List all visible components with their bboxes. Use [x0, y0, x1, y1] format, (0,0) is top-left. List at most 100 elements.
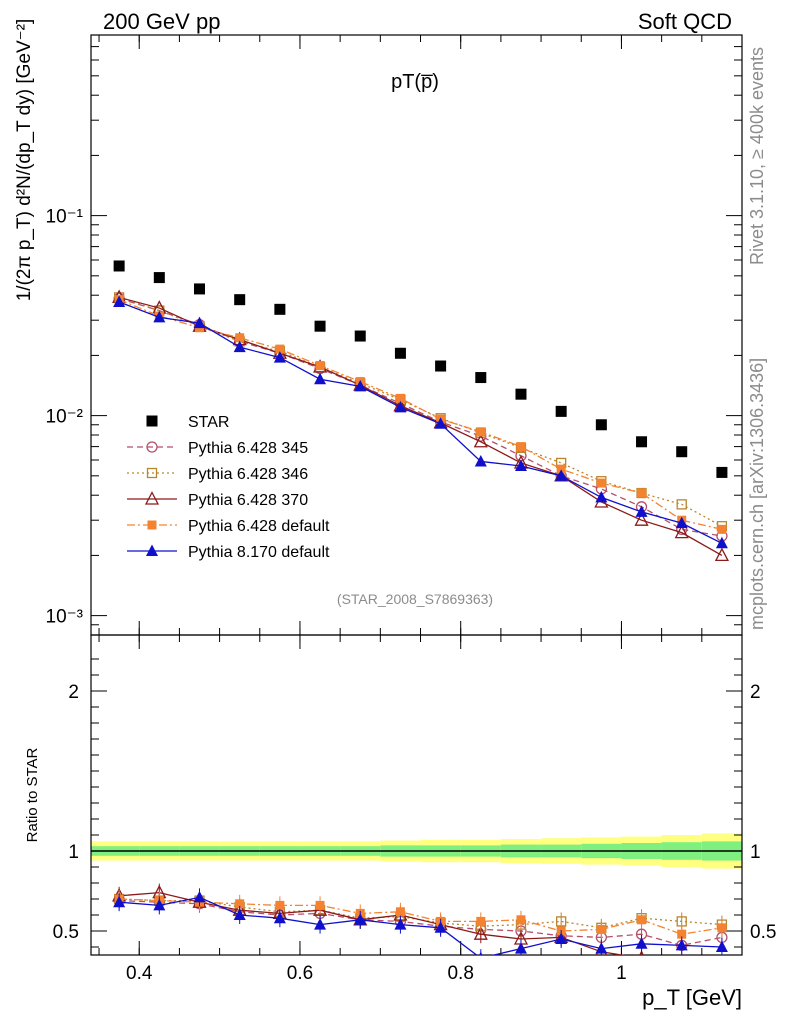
data-point: [194, 283, 205, 295]
ratio-point: [479, 951, 483, 955]
legend: STAR Pythia 6.428 345 Pythia 6.428 346 Pyth…: [127, 414, 330, 561]
ratio-series-pythia-6-428-default: [114, 890, 727, 944]
data-point: [113, 295, 126, 307]
legend-marker: [146, 441, 158, 453]
ratio-point: [314, 918, 327, 930]
ratio-point: [233, 908, 246, 920]
data-point: [637, 488, 647, 498]
legend-label: Pythia 8.170 default: [188, 544, 330, 561]
ratio-point: [235, 899, 245, 909]
data-point: [274, 303, 286, 315]
data-point: [434, 417, 447, 429]
y-tick-label: 10⁻³: [46, 607, 84, 628]
ratio-line: [119, 896, 722, 955]
ratio-point: [676, 957, 688, 969]
ratio-series-pythia-6-428-346: [113, 890, 728, 937]
analysis-id-label: (STAR_2008_S7869363): [337, 591, 493, 607]
legend-marker: [146, 415, 158, 427]
data-point: [354, 379, 367, 392]
ratio-point: [394, 918, 407, 930]
x-tick-label: 1: [616, 963, 627, 984]
ratio-point: [717, 923, 727, 933]
ratio-point: [675, 938, 688, 951]
legend-item-pythia-6-428-345: Pythia 6.428 345: [127, 440, 308, 457]
x-tick-label: 0.8: [447, 963, 473, 984]
data-point: [153, 310, 166, 323]
data-point: [714, 547, 729, 562]
series-line: [118, 296, 723, 556]
data-point: [595, 490, 608, 503]
data-point: [235, 333, 245, 343]
axis-ticks: 0.4 0.6 0.8 1 10⁻³ 10⁻² 10⁻¹ 0.5 0.5 1 1 2 2: [46, 34, 776, 984]
legend-label: Pythia 6.428 default: [188, 518, 330, 535]
data-point: [233, 340, 246, 353]
x-axis-label: p_T [GeV]: [642, 985, 742, 1010]
data-point: [314, 372, 327, 385]
header-left-label: 200 GeV pp: [103, 9, 220, 34]
data-point: [596, 478, 606, 488]
legend-item-pythia-6-428-370: Pythia 6.428 370: [127, 491, 308, 509]
data-point: [556, 464, 566, 474]
series-line: [118, 297, 723, 537]
data-point: [516, 442, 526, 452]
data-point: [394, 400, 407, 413]
ratio-point: [516, 915, 526, 925]
ratio-point: [514, 942, 527, 954]
ratio-line: [119, 898, 722, 929]
series-star: [113, 260, 728, 478]
ratio-tick-label: 0.5: [53, 922, 79, 943]
data-point: [515, 388, 527, 400]
data-point: [395, 393, 405, 403]
ratio-tick-label: 2: [68, 682, 79, 703]
data-point: [113, 260, 125, 272]
ratio-point: [476, 916, 486, 926]
ratio-point: [434, 921, 447, 933]
chart-title: pT(p̅): [391, 71, 439, 93]
data-point: [715, 536, 728, 549]
ratio-tick-label: 1: [68, 842, 79, 863]
data-point: [275, 344, 285, 354]
legend-label: Pythia 6.428 345: [188, 440, 308, 457]
x-tick-label: 0.6: [287, 963, 313, 984]
ratio-line: [119, 899, 723, 947]
data-point: [153, 272, 165, 284]
ratio-point: [395, 907, 405, 917]
data-point: [476, 427, 486, 437]
data-point: [435, 360, 447, 372]
ratio-series-pythia-6-428-370: [112, 883, 688, 969]
data-point: [555, 469, 568, 481]
legend-marker: [146, 544, 158, 556]
x-tick-label: 0.4: [126, 963, 153, 984]
y-tick-label: 10⁻²: [46, 407, 84, 428]
ratio-tick-label-right: 2: [750, 682, 761, 703]
data-point: [354, 330, 366, 342]
data-point: [636, 436, 648, 448]
main-series-group: [112, 260, 729, 562]
legend-label: Pythia 6.428 346: [188, 466, 308, 483]
data-point: [675, 516, 688, 529]
ratio-point: [315, 900, 325, 910]
ratio-point: [637, 915, 647, 925]
legend-item-pythia-6-428-default: Pythia 6.428 default: [127, 518, 330, 535]
ratio-point: [596, 924, 606, 934]
y-axis-label: 1/(2π p_T) d²N/(dp_T dy) [GeV⁻²]: [14, 19, 35, 302]
ratio-line: [119, 898, 723, 935]
header-right-label: Soft QCD: [638, 9, 732, 34]
data-point: [555, 405, 567, 417]
data-point: [273, 351, 286, 363]
data-point: [717, 524, 727, 534]
ratio-point: [635, 937, 648, 949]
data-point: [193, 316, 206, 329]
data-point: [635, 505, 648, 517]
ratio-point: [555, 932, 568, 944]
side-source-label: mcplots.cern.ch [arXiv:1306.3436]: [747, 358, 767, 630]
data-point: [234, 294, 246, 306]
data-point: [394, 347, 406, 359]
ratio-plot-frame: [90, 634, 743, 956]
data-point: [676, 446, 688, 458]
legend-item-pythia-8-170-default: Pythia 8.170 default: [127, 544, 330, 561]
ratio-point: [354, 913, 367, 925]
data-point: [676, 499, 687, 510]
legend-marker: [147, 520, 157, 530]
data-point: [474, 454, 487, 467]
